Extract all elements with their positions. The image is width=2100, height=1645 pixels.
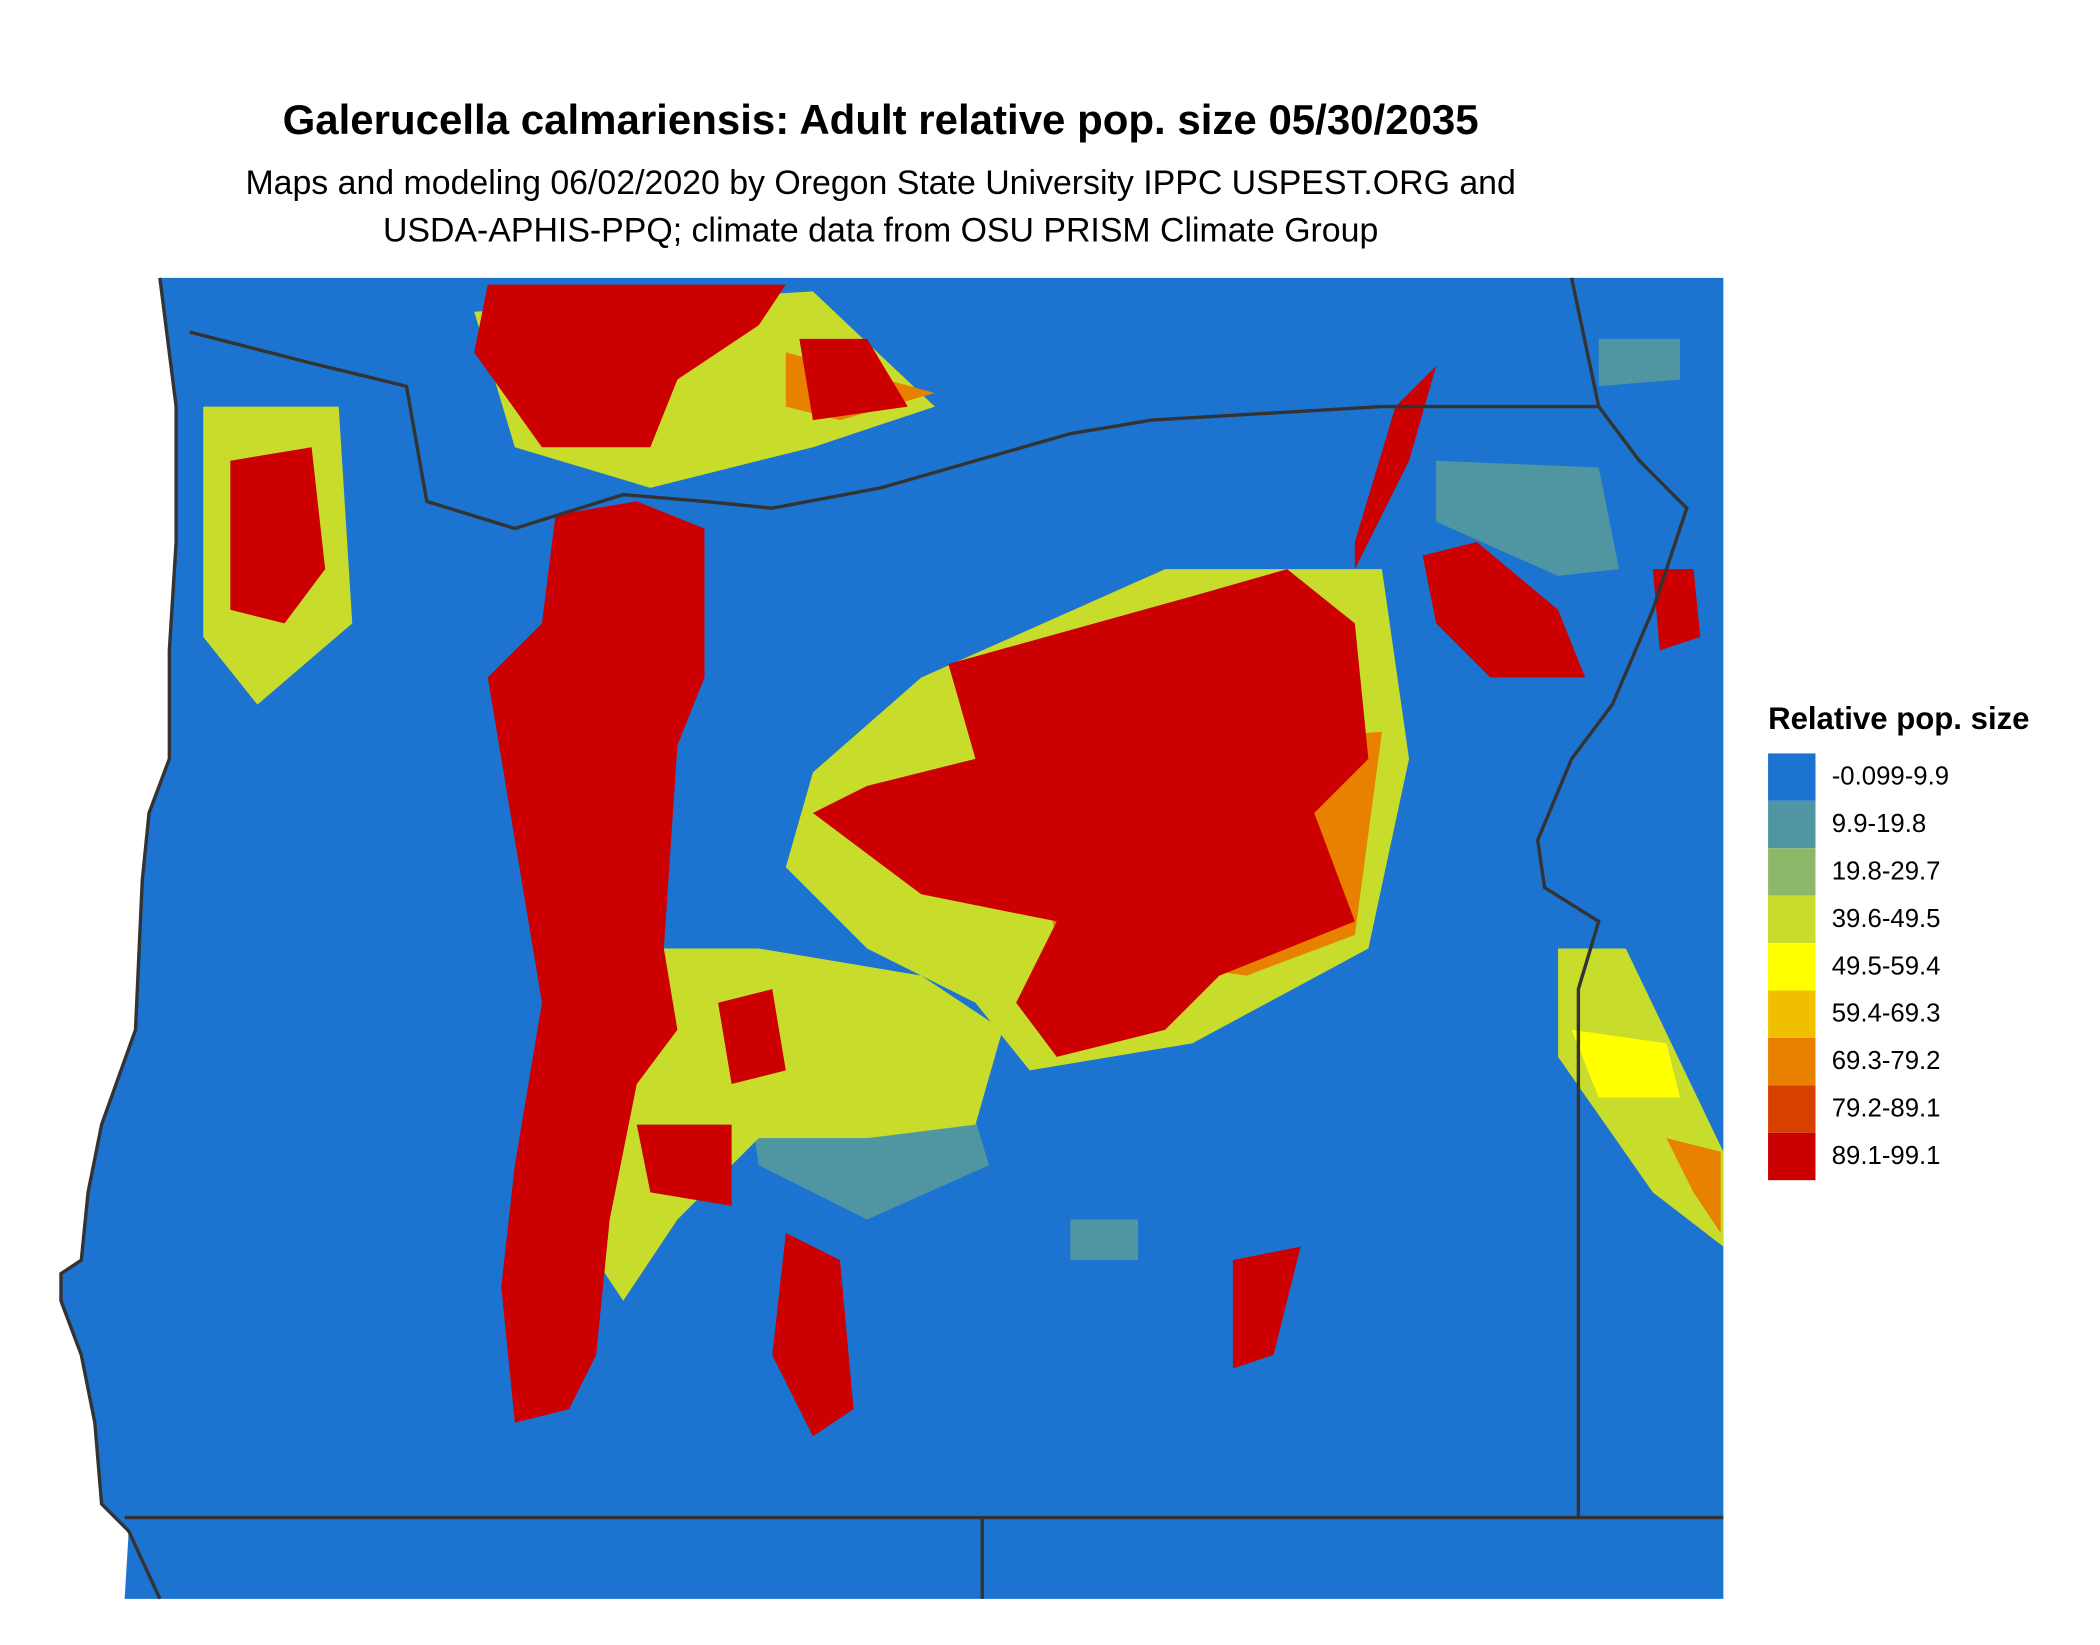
- legend-swatch: [1768, 1037, 1816, 1086]
- subtitle: USDA-APHIS-PPQ; climate data from OSU PR…: [383, 211, 1378, 249]
- subtitle: Maps and modeling 06/02/2020 by Oregon S…: [245, 164, 1515, 202]
- zone: [772, 1233, 854, 1437]
- legend-label: 9.9-19.8: [1832, 810, 1926, 838]
- legend-swatch: [1768, 895, 1816, 944]
- state-border: [1569, 277, 1601, 407]
- map: [59, 277, 1724, 1600]
- legend-label: 69.3-79.2: [1832, 1047, 1941, 1075]
- zone: [1232, 1246, 1301, 1369]
- legend-swatch: [1768, 800, 1816, 849]
- zone: [718, 989, 786, 1084]
- zone: [474, 284, 786, 448]
- legend-label: 49.5-59.4: [1832, 952, 1941, 980]
- title: Galerucella calmariensis: Adult relative…: [283, 96, 1479, 143]
- legend-label: 19.8-29.7: [1832, 857, 1941, 885]
- zone: [230, 447, 326, 624]
- legend-label: 89.1-99.1: [1832, 1142, 1941, 1170]
- legend-label: 39.6-49.5: [1832, 905, 1941, 933]
- legend-swatch: [1768, 753, 1816, 801]
- legend-swatch: [1768, 1132, 1816, 1181]
- zone: [1666, 1138, 1721, 1234]
- state-border: [189, 330, 1689, 1518]
- zone: [1422, 542, 1586, 678]
- zone: [569, 948, 1003, 1301]
- legend-swatch: [1768, 1085, 1816, 1133]
- legend-swatch: [1768, 943, 1816, 991]
- legend-title: Relative pop. size: [1768, 701, 2029, 736]
- zone: [1354, 365, 1437, 570]
- legend-swatch: [1768, 848, 1816, 896]
- legend-label: 59.4-69.3: [1832, 1000, 1941, 1028]
- zone: [487, 501, 705, 1423]
- legend: -0.099-9.9 9.9-19.8 19.8-29.7 39.6-49.5 49.5…: [1768, 753, 1949, 1181]
- zone: [799, 338, 908, 421]
- state-border: [59, 277, 178, 1600]
- zone: [1598, 338, 1680, 387]
- legend-label: 79.2-89.1: [1832, 1095, 1941, 1123]
- state-border: [124, 1515, 1724, 1599]
- zone: [636, 1124, 732, 1206]
- legend-swatch: [1768, 990, 1816, 1038]
- zone: [812, 569, 1369, 1057]
- zone: [1436, 460, 1620, 576]
- zone: [1070, 1219, 1139, 1261]
- legend-label: -0.099-9.9: [1832, 763, 1949, 791]
- zone: [1571, 1029, 1680, 1098]
- zone: [1652, 569, 1701, 651]
